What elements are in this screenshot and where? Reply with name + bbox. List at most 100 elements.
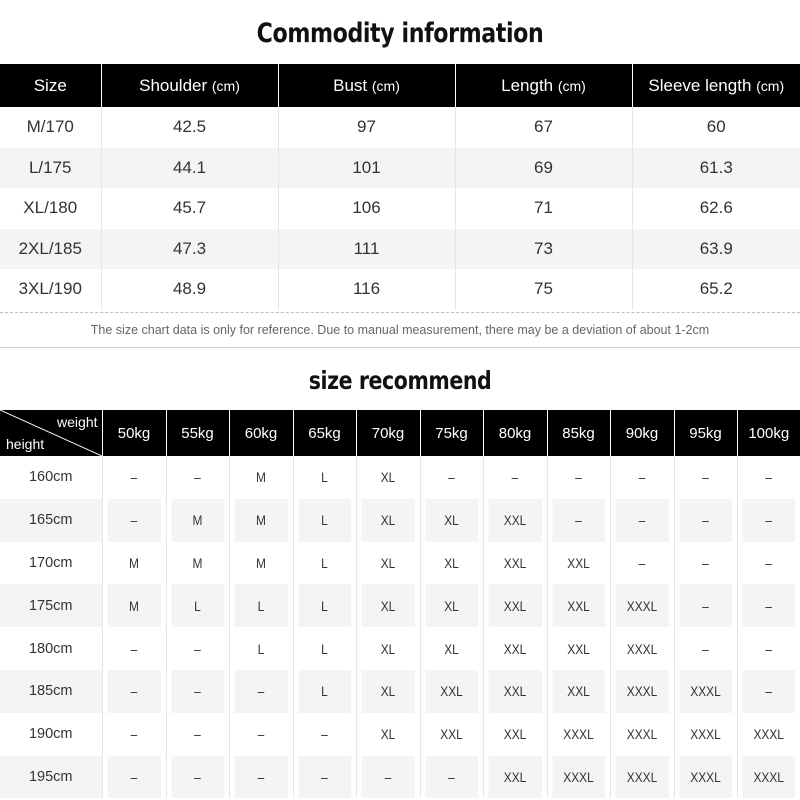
size-recommend-cell: – xyxy=(233,712,289,756)
size-recommend-cell: XXL xyxy=(551,584,606,628)
size-recommend-cell: – xyxy=(170,456,225,499)
size-recommend-cell: L xyxy=(297,498,352,542)
size-recommend-cell: XXL xyxy=(487,541,543,585)
size-recommend-cell: – xyxy=(424,456,479,499)
size-recommend-cell: XL xyxy=(360,541,416,585)
bust-cell: 97 xyxy=(278,107,456,148)
size-recommend-cell: – xyxy=(765,469,773,486)
height-cell: 165cm xyxy=(0,498,103,542)
size-recommend-cell: XL xyxy=(360,456,416,499)
size-recommend-cell: – xyxy=(487,456,543,499)
height-cell: 190cm xyxy=(0,712,103,756)
shoulder-cell: 47.3 xyxy=(101,228,279,269)
size-recommend-cell: – xyxy=(551,456,606,499)
weight-header: 60kg xyxy=(229,410,294,456)
table-row: 185cm – – – L XL XXL XXL XXL XXXL XXXL – xyxy=(0,669,800,713)
size-cell: M/170 xyxy=(0,107,102,148)
size-recommend-cell: XXL xyxy=(551,669,606,713)
size-recommend-cell: XXXL xyxy=(614,669,670,713)
size-recommend-cell: – xyxy=(551,498,606,542)
table-row: 175cm M L L L XL XL XXL XXL XXXL – – xyxy=(0,584,800,628)
length-cell: 69 xyxy=(455,147,633,188)
weight-header: 80kg xyxy=(483,410,548,456)
size-recommend-cell: XXL xyxy=(487,669,543,713)
height-cell: 170cm xyxy=(0,541,103,585)
size-recommend-cell: XXXL xyxy=(551,755,606,799)
height-cell: 160cm xyxy=(0,456,103,499)
weight-header: 90kg xyxy=(610,410,675,456)
size-recommend-cell: XXXL xyxy=(678,669,733,713)
height-axis-label: height xyxy=(6,436,45,452)
table-row: L/175 44.1 101 69 61.3 xyxy=(0,147,800,188)
weight-header: 70kg xyxy=(356,410,421,456)
weight-header: 100kg xyxy=(737,410,800,456)
size-recommend-cell: XL xyxy=(360,498,416,542)
weight-axis-label: weight xyxy=(57,414,98,430)
size-recommend-cell: XXXL xyxy=(678,712,733,756)
sleeve-cell: 63.9 xyxy=(632,228,800,269)
size-recommend-cell: XXXL xyxy=(741,755,796,799)
weight-header: 55kg xyxy=(166,410,230,456)
height-cell: 195cm xyxy=(0,755,103,799)
header-length: Length (cm) xyxy=(455,64,633,107)
size-recommend-cell: M xyxy=(233,541,289,585)
weight-header: 75kg xyxy=(420,410,484,456)
length-cell: 71 xyxy=(455,188,633,229)
table-row: 2XL/185 47.3 111 73 63.9 xyxy=(0,228,800,269)
size-recommend-cell: – xyxy=(765,554,773,571)
size-recommend-cell: – xyxy=(106,456,162,499)
bust-cell: 111 xyxy=(278,228,456,269)
header-sleeve-length: Sleeve length (cm) xyxy=(632,64,800,107)
size-recommend-cell: M xyxy=(233,456,289,499)
length-cell: 75 xyxy=(455,269,633,310)
size-recommend-cell: – xyxy=(106,712,162,756)
size-recommend-cell: – xyxy=(170,755,225,799)
height-cell: 180cm xyxy=(0,627,103,670)
size-recommend-cell: – xyxy=(170,627,225,670)
size-recommend-cell: – xyxy=(614,541,670,585)
size-recommend-cell: M xyxy=(233,498,289,542)
size-recommend-cell: – xyxy=(741,498,796,542)
table-row: 3XL/190 48.9 116 75 65.2 xyxy=(0,269,800,310)
size-recommend-cell: XXXL xyxy=(753,726,784,743)
weight-header: 65kg xyxy=(293,410,357,456)
size-recommend-cell: XXL xyxy=(551,627,606,670)
size-recommend-cell: L xyxy=(297,541,352,585)
size-recommend-cell: XL xyxy=(360,669,416,713)
table-row: XL/180 45.7 106 71 62.6 xyxy=(0,188,800,229)
size-recommend-cell: XXL xyxy=(487,712,543,756)
sleeve-cell: 60 xyxy=(706,117,726,137)
size-recommend-cell: L xyxy=(297,456,352,499)
size-recommend-cell: M xyxy=(170,541,225,585)
size-recommend-cell: – xyxy=(741,584,796,628)
size-recommend-cell: XL xyxy=(424,627,479,670)
size-recommend-cell: XL xyxy=(360,712,416,756)
commodity-header-row: Size Shoulder (cm) Bust (cm) Length (cm)… xyxy=(0,64,800,107)
weight-header: 85kg xyxy=(547,410,611,456)
bust-cell: 101 xyxy=(278,147,456,188)
size-recommend-cell: – xyxy=(741,669,796,713)
sleeve-cell: 61.3 xyxy=(632,147,800,188)
size-recommend-cell: XXXL xyxy=(614,584,670,628)
size-recommend-cell: XXL xyxy=(424,669,479,713)
header-size: Size xyxy=(0,64,102,107)
size-recommend-cell: XL xyxy=(360,584,416,628)
size-recommend-cell: L xyxy=(297,584,352,628)
bust-cell: 116 xyxy=(278,269,456,310)
size-recommend-cell: L xyxy=(297,627,352,670)
size-recommend-cell: XXXL xyxy=(678,755,733,799)
table-row: 170cm M M M L XL XL XXL XXL – – – xyxy=(0,541,800,585)
size-recommend-cell: XL xyxy=(424,541,479,585)
weight-header: 95kg xyxy=(674,410,738,456)
size-recommend-cell: – xyxy=(678,541,733,585)
header-bust: Bust (cm) xyxy=(278,64,456,107)
size-recommend-cell: – xyxy=(678,456,733,499)
sleeve-cell: 62.6 xyxy=(699,198,733,218)
size-cell: XL/180 xyxy=(0,188,102,229)
size-recommend-cell: – xyxy=(106,627,162,670)
size-recommend-cell: – xyxy=(233,669,289,713)
size-recommend-cell: XXL xyxy=(551,541,606,585)
length-cell: 73 xyxy=(455,228,633,269)
table-row: 160cm – – M L XL – – – – – – xyxy=(0,456,800,499)
size-cell: 2XL/185 xyxy=(0,228,102,269)
